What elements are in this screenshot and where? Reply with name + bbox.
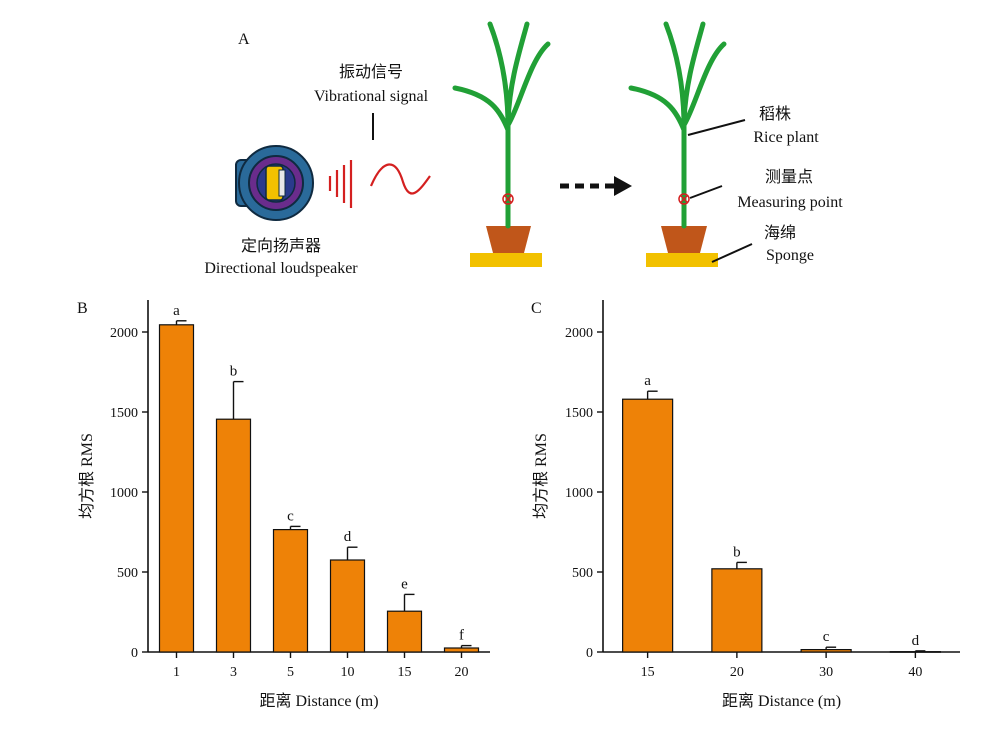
measure-label-cn: 测量点 [765, 168, 813, 186]
chart-b: B 0 500 1000 1500 2000 a 1 b 3 c 5 d 10 e 15 f 20 距离 Dista… [77, 300, 490, 710]
bar [215, 418, 252, 653]
y-tick-label: 0 [131, 646, 138, 661]
rice-pointer [687, 119, 746, 136]
rice-plant-icon [628, 21, 727, 267]
panel-a-label: A [238, 31, 250, 48]
bar [329, 559, 366, 653]
sound-wave-icon [328, 160, 353, 208]
panel-a: A 振动信号 Vibrational signal 定向扬声器 Directio… [204, 21, 843, 277]
loudspeaker-icon [235, 145, 314, 221]
panel-c-label: C [531, 300, 542, 317]
y-axis-title: 均方根 RMS [532, 433, 550, 519]
sponge-label-cn: 海绵 [764, 224, 796, 242]
vibration-label-en: Vibrational signal [314, 88, 429, 105]
significance-label: d [344, 529, 352, 545]
bar [711, 568, 763, 653]
x-tick-label: 20 [455, 665, 469, 680]
significance-label: e [401, 576, 408, 592]
sponge-label-en: Sponge [766, 247, 814, 264]
rice-label-cn: 稻株 [759, 105, 791, 123]
rice-plant-left [452, 21, 551, 267]
x-tick-label: 1 [173, 665, 180, 680]
x-tick-label: 40 [908, 665, 922, 680]
chart-c: C 0 500 1000 1500 2000 a 15 b 20 c 30 d 40 距离 Distance… [531, 300, 960, 710]
measure-label-en: Measuring point [737, 194, 843, 211]
y-tick-label: 500 [572, 566, 593, 581]
y-tick-label: 0 [586, 646, 593, 661]
y-tick-label: 2000 [565, 326, 593, 341]
significance-label: b [733, 544, 741, 560]
rice-label-en: Rice plant [753, 129, 819, 146]
y-tick-label: 500 [117, 566, 138, 581]
significance-label: a [173, 303, 180, 319]
x-tick-label: 5 [287, 665, 294, 680]
significance-label: d [912, 633, 920, 649]
y-tick-label: 2000 [110, 326, 138, 341]
x-axis-title: 距离 Distance (m) [722, 692, 841, 710]
x-tick-label: 30 [819, 665, 833, 680]
y-axis-title: 均方根 RMS [78, 433, 96, 519]
x-tick-label: 15 [641, 665, 655, 680]
significance-label: a [644, 373, 651, 389]
vibration-label-cn: 振动信号 [339, 63, 403, 81]
bar [158, 324, 195, 653]
measure-pointer [689, 185, 723, 199]
significance-label: c [287, 508, 294, 524]
x-tick-label: 10 [341, 665, 355, 680]
panel-b-label: B [77, 300, 88, 317]
bar [443, 647, 480, 653]
y-tick-label: 1500 [110, 406, 138, 421]
y-tick-label: 1000 [565, 486, 593, 501]
arrow-icon [560, 176, 632, 196]
sponge-pointer [711, 243, 753, 263]
x-tick-label: 20 [730, 665, 744, 680]
bar [272, 528, 309, 653]
x-tick-label: 15 [398, 665, 412, 680]
speaker-label-en: Directional loudspeaker [204, 260, 358, 277]
bar [622, 398, 674, 653]
x-tick-label: 3 [230, 665, 237, 680]
speaker-label-cn: 定向扬声器 [241, 237, 321, 255]
vibration-wave [369, 163, 431, 195]
significance-label: b [230, 364, 238, 380]
significance-label: c [823, 629, 830, 645]
y-tick-label: 1000 [110, 486, 138, 501]
bar [386, 610, 423, 653]
bar [800, 648, 852, 653]
x-axis-title: 距离 Distance (m) [259, 692, 378, 710]
significance-label: f [459, 628, 464, 644]
y-tick-label: 1500 [565, 406, 593, 421]
